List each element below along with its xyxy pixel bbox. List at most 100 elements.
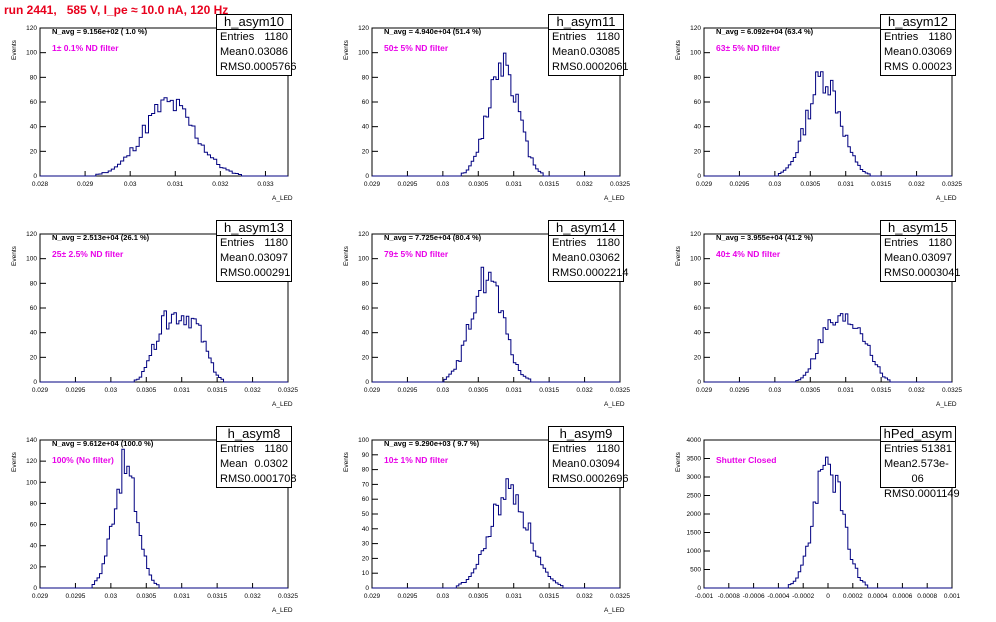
y-axis-title: Events <box>343 451 350 472</box>
y-tick-label: 140 <box>26 437 37 444</box>
y-tick-label: 0 <box>697 173 701 180</box>
y-axis-title: Events <box>11 245 18 266</box>
x-tick-label: 0.029 <box>364 181 381 188</box>
y-tick-label: 50 <box>362 511 370 518</box>
y-tick-label: 1000 <box>687 548 702 555</box>
n-avg-label: N_avg = 4.940e+04 (51.4 %) <box>384 27 482 36</box>
stat-row-mean: Mean 0.0302 <box>217 457 291 472</box>
stat-row-rms: RMS 0.0002061 <box>549 60 628 75</box>
x-tick-label: 0.031 <box>506 387 523 394</box>
y-tick-label: 120 <box>690 231 701 238</box>
x-tick-label: 0.0305 <box>136 387 156 394</box>
x-tick-label: 0.0305 <box>468 387 488 394</box>
stat-key: Mean <box>552 252 580 264</box>
x-tick-label: 0.031 <box>506 181 523 188</box>
x-tick-label: 0.03 <box>437 181 450 188</box>
y-tick-label: 40 <box>30 124 38 131</box>
x-tick-label: 0.031 <box>174 387 191 394</box>
y-tick-label: 20 <box>362 354 370 361</box>
histogram-h_asym12: 0.029 0.0295 0.03 0.0305 0.031 0.0315 0.032 0.0… <box>675 25 962 202</box>
y-tick-label: 0 <box>697 379 701 386</box>
x-tick-label: 0.0325 <box>610 181 630 188</box>
stat-row-entries: Entries 1180 <box>549 236 623 251</box>
n-avg-label: N_avg = 7.725e+04 (80.4 %) <box>384 233 482 242</box>
x-tick-label: -0.0004 <box>767 593 789 600</box>
page-title: run 2441, 585 V, I_pe ≈ 10.0 nA, 120 Hz <box>4 3 229 17</box>
histogram-h_asym15: 0.029 0.0295 0.03 0.0305 0.031 0.0315 0.032 0.0… <box>675 231 962 408</box>
x-tick-label: -0.0006 <box>743 593 765 600</box>
stat-row-entries: Entries 1180 <box>549 30 623 45</box>
x-tick-label: 0.0002 <box>843 593 863 600</box>
y-tick-label: 10 <box>362 570 370 577</box>
y-tick-label: 500 <box>690 567 701 574</box>
stat-row-mean: Mean 0.03085 <box>549 45 623 60</box>
y-tick-label: 100 <box>26 479 37 486</box>
x-tick-label: 0.0006 <box>892 593 912 600</box>
stat-box-title: h_asym13 <box>217 221 291 236</box>
x-tick-label: 0.032 <box>908 181 925 188</box>
y-tick-label: 100 <box>690 256 701 263</box>
stat-row-rms: RMS 0.0001708 <box>217 472 296 487</box>
x-tick-label: 0.0325 <box>278 387 298 394</box>
x-tick-label: 0.0305 <box>136 593 156 600</box>
x-tick-label: 0.029 <box>32 387 49 394</box>
x-tick-label: 0.029 <box>77 181 94 188</box>
y-tick-label: 20 <box>694 148 702 155</box>
stat-row-rms: RMS 0.00023 <box>881 60 955 75</box>
y-axis-title: Events <box>675 245 682 266</box>
y-axis-title: Events <box>675 39 682 60</box>
x-tick-label: 0.029 <box>32 593 49 600</box>
y-tick-label: 1500 <box>687 530 702 537</box>
histogram-line <box>40 310 288 383</box>
x-tick-label: 0.0295 <box>397 387 417 394</box>
histogram-hPed_asym: -0.001 -0.0008 -0.0006 -0.0004 -0.0002 0 0.000… <box>675 437 961 600</box>
stat-row-mean: Mean 0.03062 <box>549 251 623 266</box>
stat-row-mean: Mean 0.03069 <box>881 45 955 60</box>
x-axis-title: A_LED <box>272 401 293 408</box>
stat-value: 1180 <box>928 237 952 249</box>
y-tick-label: 80 <box>30 500 38 507</box>
y-tick-label: 40 <box>30 330 38 337</box>
y-tick-label: 2000 <box>687 511 702 518</box>
stat-box-title: h_asym10 <box>217 15 291 30</box>
histogram-line <box>372 266 620 383</box>
x-axis-title: A_LED <box>604 401 625 408</box>
x-axis-title: A_LED <box>272 607 293 614</box>
stat-box-h_asym15: h_asym15 Entries 1180 Mean 0.03097 RMS 0.00030… <box>880 220 960 282</box>
y-tick-label: 40 <box>362 526 370 533</box>
x-axis-title: A_LED <box>604 607 625 614</box>
stat-value: 2.573e-06 <box>911 458 949 485</box>
stat-row-rms: RMS 0.0002696 <box>549 472 628 487</box>
x-tick-label: 0.0305 <box>468 181 488 188</box>
y-tick-label: 40 <box>30 543 38 550</box>
y-tick-label: 80 <box>362 280 370 287</box>
stat-row-entries: Entries 1180 <box>881 30 955 45</box>
stat-row-entries: Entries 1180 <box>217 236 291 251</box>
stat-value: 1180 <box>264 237 288 249</box>
x-tick-label: 0.0305 <box>468 593 488 600</box>
y-tick-label: 0 <box>33 585 37 592</box>
n-avg-label: N_avg = 2.513e+04 (26.1 %) <box>52 233 150 242</box>
y-tick-label: 100 <box>358 437 369 444</box>
y-tick-label: 100 <box>358 256 369 263</box>
stat-value: 0.03097 <box>248 252 288 264</box>
x-tick-label: 0.03 <box>769 387 782 394</box>
stat-row-mean: Mean 0.03086 <box>217 45 291 60</box>
stat-box-title: h_asym8 <box>217 427 291 442</box>
histogram-h_asym8: 0.029 0.0295 0.03 0.0305 0.031 0.0315 0.032 0.0… <box>11 437 298 614</box>
stat-key: Mean <box>884 46 912 58</box>
stat-box-h_asym9: h_asym9 Entries 1180 Mean 0.03094 RMS 0.000269… <box>548 426 628 488</box>
stat-value: 0.0001149 <box>908 488 960 500</box>
x-tick-label: 0.03 <box>437 593 450 600</box>
stat-value: 1180 <box>928 31 952 43</box>
stat-row-rms: RMS 0.000291 <box>217 266 291 281</box>
histogram-line <box>40 448 288 589</box>
x-tick-label: 0.001 <box>944 593 961 600</box>
histogram-line <box>372 52 620 177</box>
y-tick-label: 40 <box>362 124 370 131</box>
y-tick-label: 60 <box>694 99 702 106</box>
x-tick-label: 0.032 <box>244 593 261 600</box>
x-tick-label: -0.0002 <box>792 593 814 600</box>
filter-label: 50± 5% ND filter <box>384 43 449 53</box>
stat-value: 0.03062 <box>580 252 620 264</box>
